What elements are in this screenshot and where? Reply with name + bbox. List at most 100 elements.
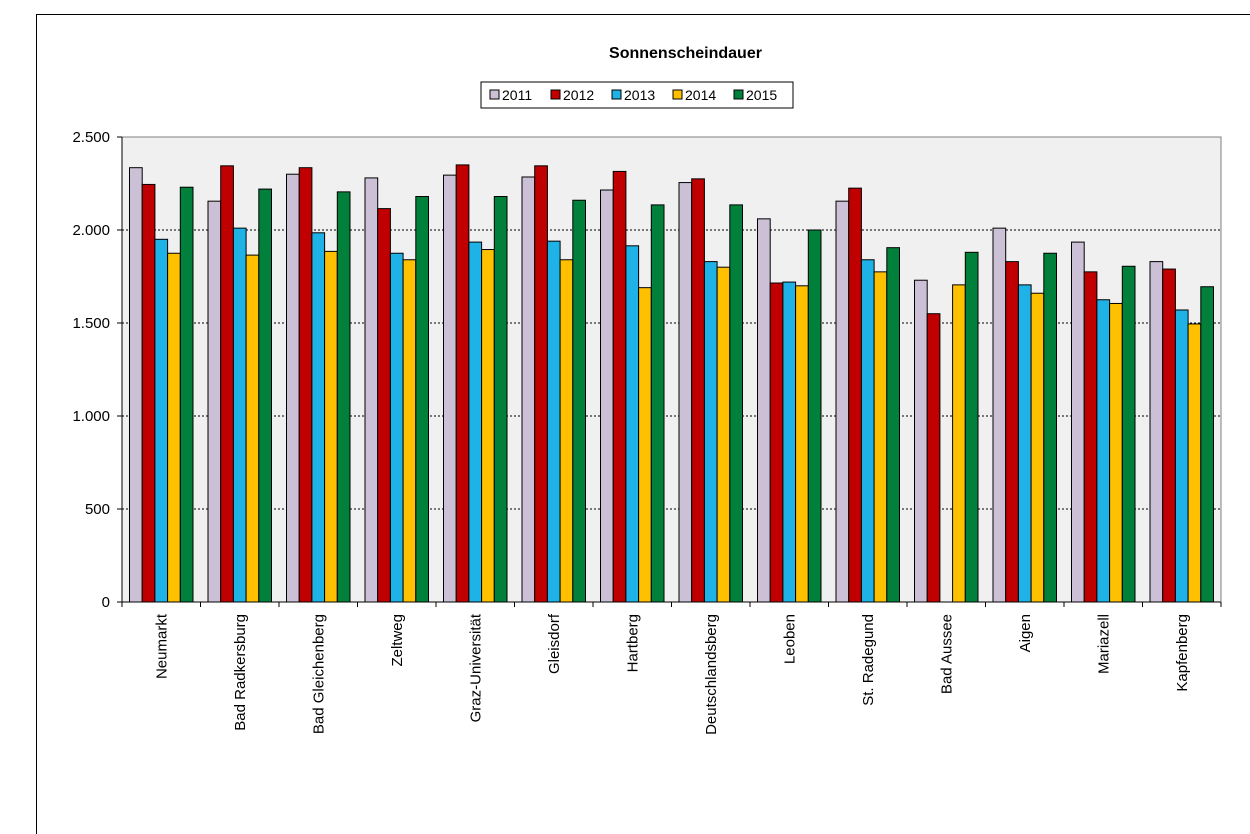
chart-title: Sonnenscheindauer xyxy=(609,45,762,62)
bar-2014-st-radegund xyxy=(873,271,888,603)
x-category-label: Gleisdorf xyxy=(546,613,563,674)
bar-2014-neumarkt xyxy=(167,252,181,603)
bar-2014-kapfenberg xyxy=(1187,323,1202,603)
bar-2011-neumarkt xyxy=(129,167,143,603)
x-category-label: Leoben xyxy=(781,614,798,664)
bar-2011-deutschlandsberg xyxy=(678,182,693,603)
bar-2013-leoben xyxy=(782,281,797,603)
x-category-label: Graz-Universität xyxy=(467,613,484,722)
x-category-label: Deutschlandsberg xyxy=(703,614,720,735)
bar-2011-bad-aussee xyxy=(914,279,928,603)
x-category-label: Kapfenberg xyxy=(1174,614,1191,692)
bar-2015-hartberg xyxy=(650,204,665,603)
bar-2012-leoben xyxy=(769,282,784,603)
bar-chart: Sonnenscheindauer 2011 2012 2013 2014 2015 0 50… xyxy=(72,45,1222,735)
legend-swatch-2013 xyxy=(611,89,622,100)
bar-2013-bad-radkersburg xyxy=(232,227,247,603)
bar-2014-gleisdorf xyxy=(559,259,574,603)
bar-2012-bad-aussee xyxy=(926,313,941,603)
bar-2015-graz-universität xyxy=(493,196,508,603)
bar-2012-bad-gleichenberg xyxy=(298,167,313,603)
legend-label-2014: 2014 xyxy=(685,87,716,103)
legend-swatch-2012 xyxy=(550,89,561,100)
legend-label-2015: 2015 xyxy=(746,87,777,103)
bar-2013-mariazell xyxy=(1096,299,1111,603)
bar-2014-graz-universität xyxy=(481,249,495,603)
x-category-label: Aigen xyxy=(1017,614,1034,652)
bar-2012-kapfenberg xyxy=(1162,268,1176,603)
bar-2012-gleisdorf xyxy=(534,165,548,603)
bar-2012-graz-universität xyxy=(455,164,470,603)
bar-2014-hartberg xyxy=(638,287,652,603)
x-category-label: Neumarkt xyxy=(153,613,170,679)
x-category-label: Bad Gleichenberg xyxy=(310,614,327,734)
bar-2013-gleisdorf xyxy=(546,240,561,603)
bar-2014-aigen xyxy=(1030,292,1045,603)
x-category-label: Bad Radkersburg xyxy=(232,614,249,731)
legend-label-2013: 2013 xyxy=(624,87,655,103)
bar-2011-gleisdorf xyxy=(521,176,536,603)
x-category-label: St. Radegund xyxy=(860,614,877,706)
bar-2015-st-radegund xyxy=(886,247,900,603)
legend-swatch-2015 xyxy=(733,89,744,100)
bar-2014-bad-gleichenberg xyxy=(324,250,338,603)
bar-2013-aigen xyxy=(1017,284,1032,603)
chart-frame xyxy=(36,14,1250,834)
bar-2012-bad-radkersburg xyxy=(220,165,234,603)
legend-swatch-2011 xyxy=(489,89,500,100)
bar-2013-neumarkt xyxy=(154,238,169,603)
bar-2013-graz-universität xyxy=(468,241,483,603)
y-tick-label: 2.500 xyxy=(72,129,110,146)
bar-2014-leoben xyxy=(795,285,809,603)
bar-2015-mariazell xyxy=(1121,265,1136,603)
y-tick-label: 500 xyxy=(85,501,110,518)
bar-2012-neumarkt xyxy=(141,183,156,603)
bar-2015-bad-gleichenberg xyxy=(336,191,351,603)
bar-2011-bad-radkersburg xyxy=(207,200,222,603)
bar-2015-neumarkt xyxy=(179,186,194,603)
y-tick-label: 1.000 xyxy=(72,408,110,425)
bar-2014-deutschlandsberg xyxy=(716,266,731,603)
bar-2015-leoben xyxy=(807,229,822,603)
bar-2014-zeltweg xyxy=(402,259,417,603)
y-tick-label: 1.500 xyxy=(72,315,110,332)
legend-swatch-2014 xyxy=(672,89,683,100)
bar-2014-bad-radkersburg xyxy=(245,254,260,603)
bar-2011-hartberg xyxy=(600,189,614,603)
bar-2012-zeltweg xyxy=(377,208,391,603)
bar-2011-mariazell xyxy=(1071,241,1085,603)
x-category-label: Hartberg xyxy=(624,614,641,672)
bar-2015-bad-aussee xyxy=(964,251,979,603)
bar-2013-zeltweg xyxy=(389,252,404,603)
x-category-label: Bad Aussee xyxy=(938,614,955,694)
bar-2013-kapfenberg xyxy=(1174,309,1189,603)
bar-2013-hartberg xyxy=(625,245,640,603)
bar-2015-kapfenberg xyxy=(1200,286,1215,603)
bar-2015-bad-radkersburg xyxy=(258,188,272,603)
bar-2011-st-radegund xyxy=(835,200,850,603)
bar-2011-kapfenberg xyxy=(1149,261,1164,603)
bar-2014-bad-aussee xyxy=(952,284,966,603)
bar-2015-zeltweg xyxy=(415,196,429,603)
bar-2011-aigen xyxy=(992,227,1007,603)
bar-2011-graz-universität xyxy=(443,174,457,603)
bar-2013-st-radegund xyxy=(860,259,875,603)
bar-2013-bad-gleichenberg xyxy=(311,232,326,603)
bar-2011-zeltweg xyxy=(364,177,379,603)
legend-label-2012: 2012 xyxy=(563,87,594,103)
bar-2015-deutschlandsberg xyxy=(729,204,743,603)
bar-2012-deutschlandsberg xyxy=(691,178,705,603)
x-category-label: Zeltweg xyxy=(389,614,406,667)
bar-2012-hartberg xyxy=(612,170,627,603)
x-category-label: Mariazell xyxy=(1095,614,1112,674)
legend-label-2011: 2011 xyxy=(502,87,532,103)
bar-2012-aigen xyxy=(1005,261,1019,603)
bar-2011-bad-gleichenberg xyxy=(286,173,300,603)
bar-2011-leoben xyxy=(757,218,771,603)
bar-2012-st-radegund xyxy=(848,187,862,603)
bar-2015-aigen xyxy=(1043,252,1058,603)
bar-2015-gleisdorf xyxy=(572,199,586,603)
y-tick-label: 0 xyxy=(102,594,110,611)
y-tick-label: 2.000 xyxy=(72,222,110,239)
bar-2014-mariazell xyxy=(1109,302,1123,603)
